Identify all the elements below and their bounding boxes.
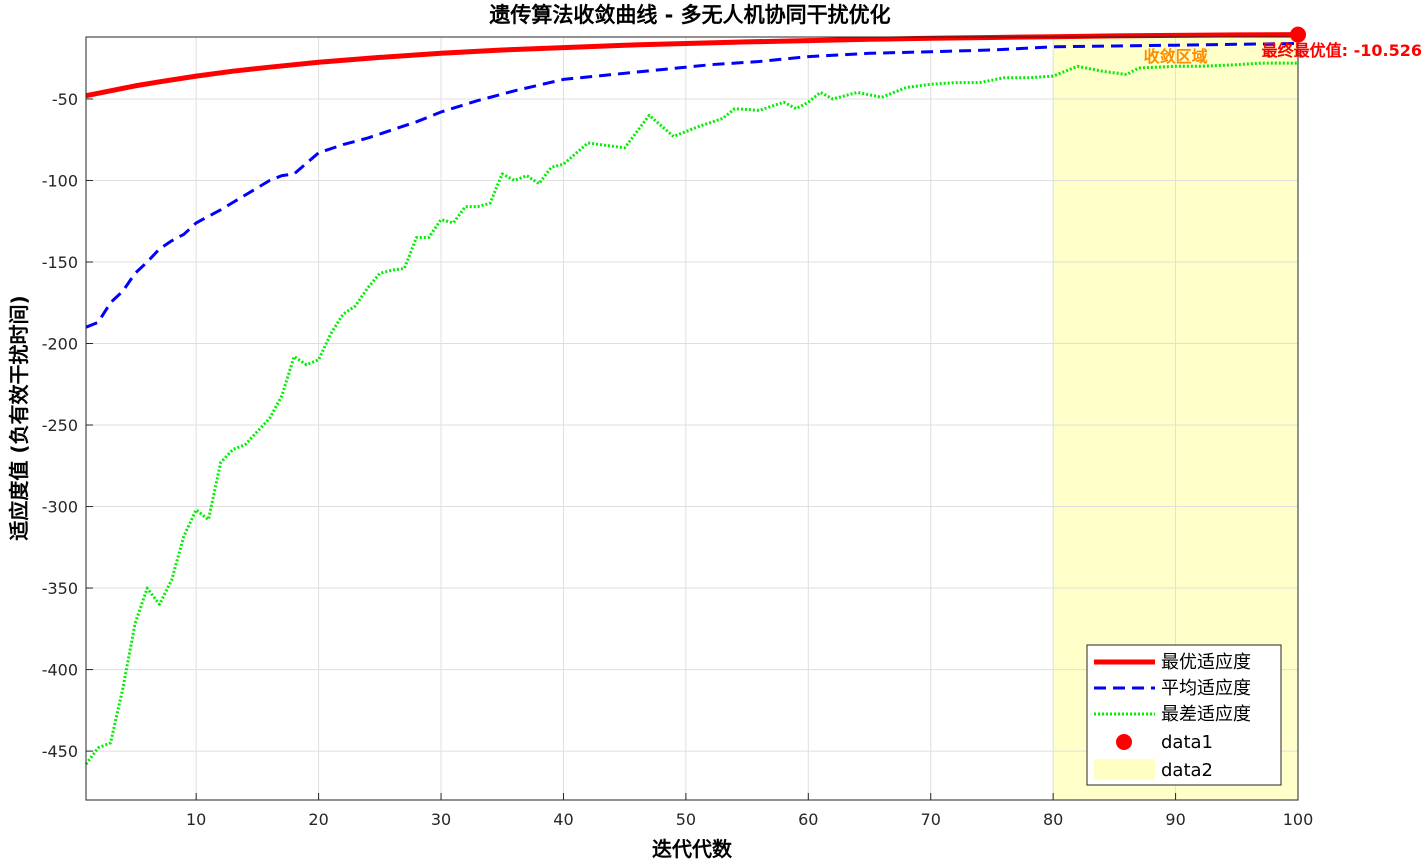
y-axis-label: 适应度值 (负有效干扰时间)	[7, 295, 31, 540]
legend-swatch-data2	[1094, 759, 1155, 780]
x-tick-label: 30	[431, 810, 451, 829]
legend: 最优适应度 平均适应度 最差适应度 data1 data2	[1086, 644, 1282, 786]
legend-label-worst: 最差适应度	[1161, 704, 1251, 725]
region-label: 收敛区域	[1144, 47, 1208, 66]
legend-label-data1: data1	[1161, 732, 1213, 753]
series-worst-line	[84, 61, 1298, 765]
x-tick-label: 60	[798, 810, 818, 829]
x-tick-label: 10	[186, 810, 206, 829]
y-tick-label: -100	[42, 171, 78, 190]
x-tick-label: 40	[553, 810, 573, 829]
y-tick-label: -200	[42, 335, 78, 354]
legend-label-best: 最优适应度	[1161, 652, 1251, 673]
x-tick-label: 90	[1165, 810, 1185, 829]
y-tick-label: -450	[42, 742, 78, 761]
legend-label-data2: data2	[1161, 760, 1213, 781]
x-tick-label: 80	[1043, 810, 1063, 829]
y-tick-label: -50	[52, 90, 78, 109]
x-tick-label: 70	[921, 810, 941, 829]
y-tick-label: -400	[42, 661, 78, 680]
x-tick-label: 50	[676, 810, 696, 829]
legend-label-average: 平均适应度	[1161, 678, 1251, 699]
y-tick-label: -350	[42, 579, 78, 598]
y-tick-label: -250	[42, 416, 78, 435]
series-average-line	[85, 42, 1299, 329]
axes-box	[85, 36, 1299, 801]
x-tick-label: 100	[1283, 810, 1314, 829]
final-value-annotation: 最终最优值: -10.526	[1262, 41, 1422, 60]
ticks	[86, 98, 1299, 800]
y-tick-label: -300	[42, 498, 78, 517]
tick-labels: 10 20 30 40 50 60 70 80 90 100 -450 -400 -350 -300 -25…	[42, 90, 1314, 829]
legend-swatch-data1	[1116, 734, 1132, 750]
grid	[86, 37, 1299, 800]
x-axis-label: 迭代代数	[652, 837, 733, 861]
y-tick-label: -150	[42, 253, 78, 272]
final-best-marker	[1290, 26, 1306, 43]
chart-title: 遗传算法收敛曲线 - 多无人机协同干扰优化	[488, 3, 890, 27]
x-tick-label: 20	[308, 810, 328, 829]
